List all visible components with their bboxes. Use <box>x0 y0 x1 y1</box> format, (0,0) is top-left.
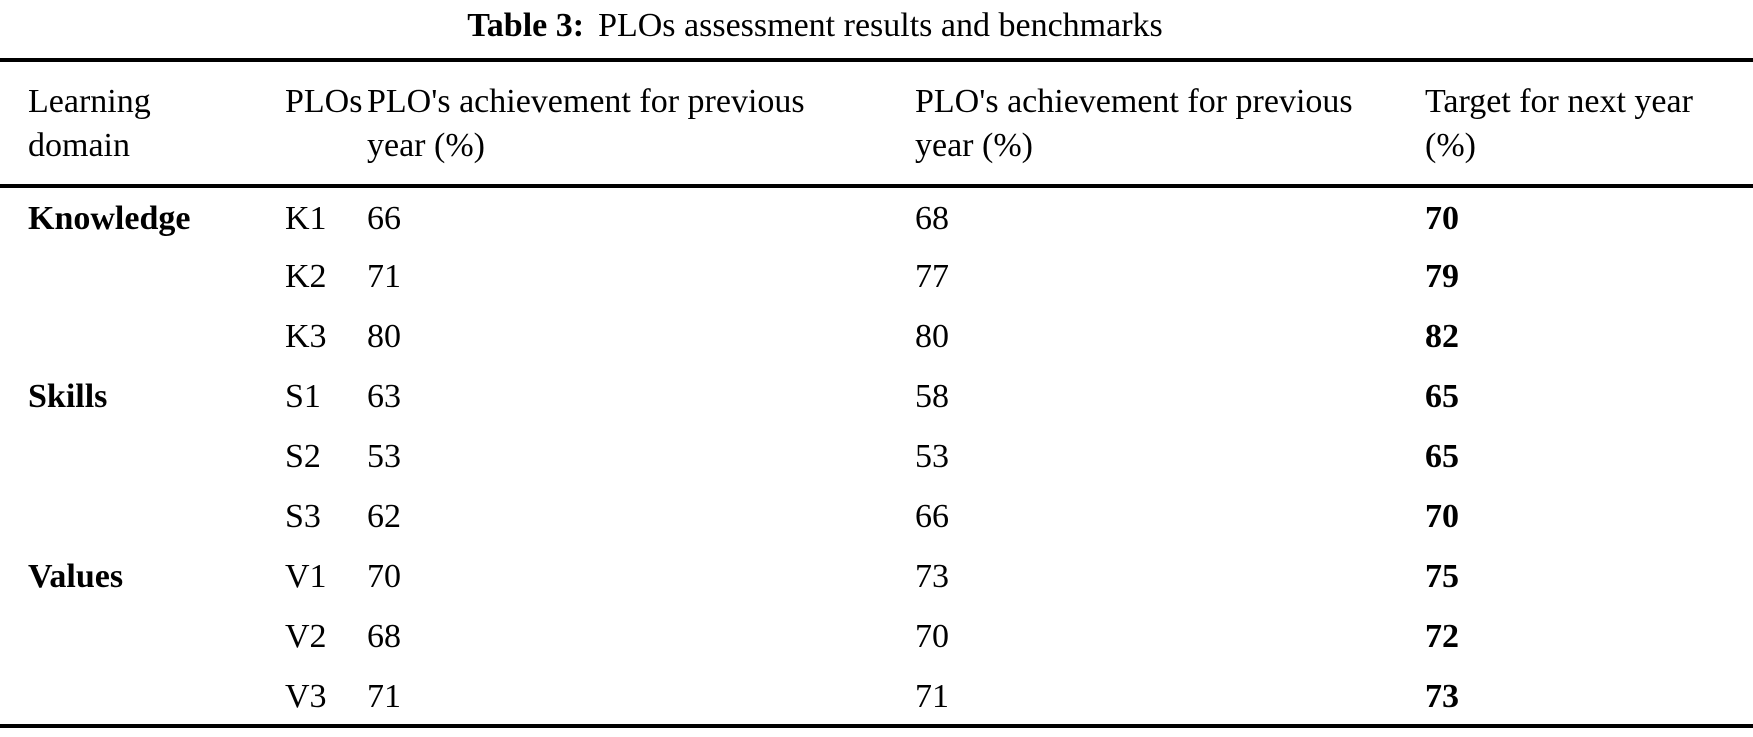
header-target-next-year: Target for next year (%) <box>1425 83 1693 164</box>
table-caption-label: Table 3: <box>467 7 585 44</box>
table-row: Values V1 70 73 75 <box>0 546 1753 606</box>
cell-achievement-prev-2: 71 <box>915 678 949 715</box>
cell-learning-domain <box>0 306 285 366</box>
cell-target-next-year: 72 <box>1425 618 1459 655</box>
table-caption: Table 3: PLOs assessment results and benc… <box>0 4 1630 48</box>
cell-achievement-prev-1: 71 <box>367 258 401 295</box>
cell-target-next-year: 73 <box>1425 678 1459 715</box>
table-caption-text: PLOs assessment results and benchmarks <box>598 7 1163 44</box>
cell-achievement-prev-2: 73 <box>915 558 949 595</box>
cell-learning-domain <box>0 606 285 666</box>
cell-achievement-prev-1: 68 <box>367 618 401 655</box>
cell-plo-code: S2 <box>285 438 321 475</box>
cell-plo-code: K3 <box>285 318 327 355</box>
cell-achievement-prev-1: 80 <box>367 318 401 355</box>
table-row: K2 71 77 79 <box>0 246 1753 306</box>
cell-achievement-prev-2: 68 <box>915 200 949 237</box>
plo-assessment-table: Learning domain PLOs PLO's achievement f… <box>0 58 1753 728</box>
cell-achievement-prev-1: 66 <box>367 200 401 237</box>
cell-achievement-prev-2: 80 <box>915 318 949 355</box>
cell-achievement-prev-1: 63 <box>367 378 401 415</box>
cell-plo-code: S1 <box>285 378 321 415</box>
cell-achievement-prev-2: 70 <box>915 618 949 655</box>
header-achievement-prev-2: PLO's achievement for previous year (%) <box>915 83 1353 164</box>
cell-target-next-year: 82 <box>1425 318 1459 355</box>
cell-plo-code: K2 <box>285 258 327 295</box>
cell-achievement-prev-1: 70 <box>367 558 401 595</box>
cell-plo-code: V3 <box>285 678 327 715</box>
cell-achievement-prev-2: 66 <box>915 498 949 535</box>
cell-plo-code: K1 <box>285 200 327 237</box>
header-achievement-prev-1: PLO's achievement for previous year (%) <box>367 83 805 164</box>
cell-learning-domain <box>0 666 285 726</box>
table-header-row: Learning domain PLOs PLO's achievement f… <box>0 60 1753 186</box>
cell-achievement-prev-2: 77 <box>915 258 949 295</box>
cell-learning-domain <box>0 246 285 306</box>
table-row: K3 80 80 82 <box>0 306 1753 366</box>
cell-target-next-year: 65 <box>1425 378 1459 415</box>
cell-target-next-year: 75 <box>1425 558 1459 595</box>
cell-learning-domain: Values <box>28 558 124 595</box>
cell-achievement-prev-1: 62 <box>367 498 401 535</box>
table-row: S3 62 66 70 <box>0 486 1753 546</box>
table-header: Learning domain PLOs PLO's achievement f… <box>0 60 1753 186</box>
cell-achievement-prev-2: 53 <box>915 438 949 475</box>
cell-plo-code: V2 <box>285 618 327 655</box>
table-row: V2 68 70 72 <box>0 606 1753 666</box>
cell-achievement-prev-2: 58 <box>915 378 949 415</box>
table-row: Skills S1 63 58 65 <box>0 366 1753 426</box>
table-row: Knowledge K1 66 68 70 <box>0 186 1753 246</box>
cell-learning-domain <box>0 426 285 486</box>
cell-learning-domain: Skills <box>28 378 108 415</box>
cell-achievement-prev-1: 53 <box>367 438 401 475</box>
cell-target-next-year: 79 <box>1425 258 1459 295</box>
cell-achievement-prev-1: 71 <box>367 678 401 715</box>
table-row: S2 53 53 65 <box>0 426 1753 486</box>
cell-target-next-year: 70 <box>1425 498 1459 535</box>
header-plos: PLOs <box>285 83 363 120</box>
cell-plo-code: V1 <box>285 558 327 595</box>
table-body: Knowledge K1 66 68 70 K2 71 77 79 K3 80 … <box>0 186 1753 726</box>
cell-target-next-year: 65 <box>1425 438 1459 475</box>
cell-learning-domain <box>0 486 285 546</box>
table-row: V3 71 71 73 <box>0 666 1753 726</box>
cell-plo-code: S3 <box>285 498 321 535</box>
header-learning-domain: Learning domain <box>28 83 151 164</box>
cell-learning-domain: Knowledge <box>28 200 191 237</box>
cell-target-next-year: 70 <box>1425 200 1459 237</box>
